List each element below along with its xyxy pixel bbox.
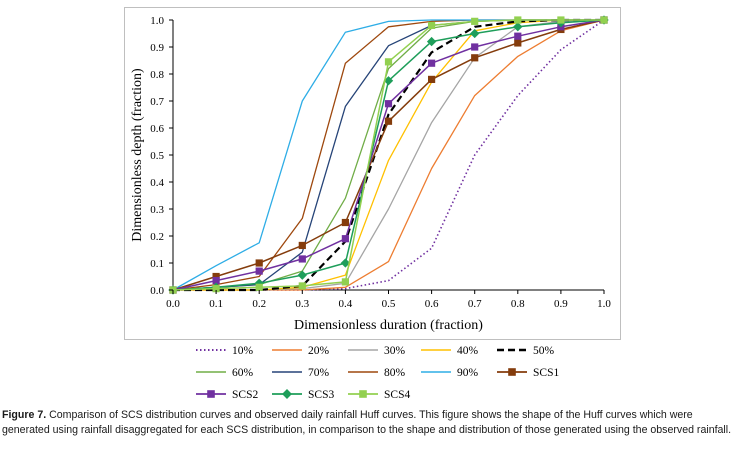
y-tick-label: 0.8 xyxy=(150,69,164,81)
caption-label: Figure 7. xyxy=(2,409,47,421)
x-tick-label: 0.2 xyxy=(252,298,266,310)
series-scs3-marker xyxy=(426,36,437,47)
axis-layer: Dimensionless duration (fraction) Dimens… xyxy=(130,15,611,333)
legend-entry-20pct: 20% xyxy=(272,345,330,357)
legend-label: 50% xyxy=(533,345,555,357)
legend-label: SCS3 xyxy=(308,389,334,401)
legend-entry-10pct: 10% xyxy=(196,345,254,357)
legend-entry-scs1: SCS1 xyxy=(497,367,559,379)
legend-entry-scs3: SCS3 xyxy=(272,389,334,401)
legend: 10% 20% 30% 40% 50% 60% 70% 80% 90% SCS1 SCS2 SCS3 S… xyxy=(196,345,559,401)
series-scs1-marker xyxy=(508,368,516,376)
y-tick-label: 0.5 xyxy=(150,150,164,162)
legend-label: 20% xyxy=(308,345,330,357)
series-scs2-marker xyxy=(207,390,215,398)
legend-entry-scs4: SCS4 xyxy=(348,389,410,401)
series-scs4-marker xyxy=(600,16,608,24)
series-scs1-marker xyxy=(428,75,436,83)
legend-entry-50pct: 50% xyxy=(497,345,555,357)
legend-label: 60% xyxy=(232,367,254,379)
y-tick-label: 0.2 xyxy=(150,231,164,243)
series-scs3-marker xyxy=(282,389,292,399)
legend-label: SCS2 xyxy=(232,389,258,401)
legend-label: SCS4 xyxy=(384,389,410,401)
series-scs3-marker xyxy=(340,258,351,268)
legend-entry-40pct: 40% xyxy=(421,345,479,357)
series-scs3-marker xyxy=(470,28,480,39)
x-tick-label: 0.5 xyxy=(382,298,396,310)
x-tick-label: 0.3 xyxy=(295,298,309,310)
y-tick-label: 0.3 xyxy=(150,204,164,216)
series-50pct-line xyxy=(173,18,604,292)
series-scs2-marker xyxy=(514,32,522,40)
series-scs2-marker xyxy=(298,255,306,263)
x-tick-label: 0.0 xyxy=(166,298,180,310)
series-scs1-marker xyxy=(212,272,220,281)
series-scs1-marker xyxy=(384,117,393,125)
y-tick-label: 0.0 xyxy=(150,285,164,297)
series-scs1-marker xyxy=(341,218,349,227)
y-tick-label: 0.6 xyxy=(150,123,164,135)
series-layer xyxy=(168,15,609,295)
legend-label: 90% xyxy=(457,367,479,379)
legend-label: 10% xyxy=(232,345,254,357)
legend-entry-60pct: 60% xyxy=(196,367,254,379)
series-scs4-marker xyxy=(359,390,367,398)
series-scs1-marker xyxy=(255,259,263,267)
y-tick-label: 0.1 xyxy=(150,258,164,270)
series-scs4-marker xyxy=(471,17,479,25)
legend-label: 40% xyxy=(457,345,479,357)
series-scs2-marker xyxy=(255,267,263,275)
series-scs4-marker xyxy=(298,282,306,290)
series-scs2-marker xyxy=(471,43,479,51)
series-scs2-marker xyxy=(341,235,349,243)
figure-caption: Figure 7. Comparison of SCS distribution… xyxy=(2,408,742,437)
legend-entry-80pct: 80% xyxy=(348,367,406,379)
series-scs1-marker xyxy=(514,39,522,47)
chart-area-border xyxy=(124,7,621,340)
legend-label: 70% xyxy=(308,367,330,379)
y-tick-label: 0.4 xyxy=(150,177,164,189)
series-scs4-marker xyxy=(212,285,220,293)
x-tick-label: 1.0 xyxy=(597,298,611,310)
series-scs2-marker xyxy=(428,59,436,67)
series-scs1-marker xyxy=(471,54,479,62)
series-scs3-marker xyxy=(513,22,523,32)
series-scs4-marker xyxy=(384,58,393,66)
series-10pct-line xyxy=(173,19,605,291)
legend-entry-scs2: SCS2 xyxy=(196,389,258,401)
legend-entry-30pct: 30% xyxy=(348,345,406,357)
x-tick-label: 0.9 xyxy=(554,298,568,310)
legend-entry-90pct: 90% xyxy=(421,367,479,379)
series-scs3-marker xyxy=(383,76,394,86)
x-tick-label: 0.6 xyxy=(425,298,439,310)
series-scs2-marker xyxy=(212,276,220,285)
series-scs2-marker xyxy=(384,100,393,108)
series-scs4-marker xyxy=(428,21,436,29)
y-tick-label: 0.7 xyxy=(150,96,164,108)
legend-entry-70pct: 70% xyxy=(272,367,330,379)
y-axis-title: Dimensionless depth (fraction) xyxy=(130,68,145,242)
x-tick-label: 0.8 xyxy=(511,298,525,310)
series-scs4-marker xyxy=(255,283,263,291)
legend-label: 30% xyxy=(384,345,406,357)
x-tick-label: 0.7 xyxy=(468,298,482,310)
x-axis-title: Dimensionless duration (fraction) xyxy=(294,318,483,333)
legend-label: 80% xyxy=(384,367,406,379)
x-tick-label: 0.4 xyxy=(339,298,353,310)
series-scs4-marker xyxy=(557,16,565,24)
legend-label: SCS1 xyxy=(533,367,559,379)
caption-text: Comparison of SCS distribution curves an… xyxy=(2,409,732,436)
x-tick-label: 0.1 xyxy=(209,298,223,310)
huff-curve-chart: Dimensionless duration (fraction) Dimens… xyxy=(124,7,621,401)
series-scs4-marker xyxy=(341,278,349,286)
series-scs4-marker xyxy=(514,16,522,24)
series-scs1-marker xyxy=(298,241,306,250)
y-tick-label: 0.9 xyxy=(150,42,164,54)
series-scs3-marker xyxy=(297,270,307,280)
y-tick-label: 1.0 xyxy=(150,15,164,27)
